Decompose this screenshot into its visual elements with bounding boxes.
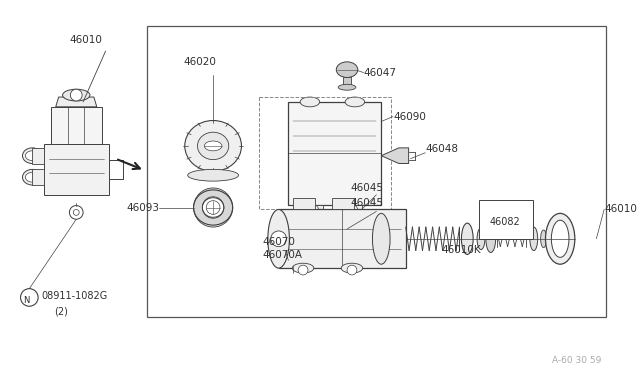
Bar (479, 200, 532, 239)
Circle shape (70, 89, 82, 101)
Text: 46010: 46010 (70, 35, 102, 45)
Bar (303, 205, 323, 216)
Text: 46082: 46082 (490, 217, 521, 227)
Text: 08911-1082G: 08911-1082G (41, 292, 108, 301)
Ellipse shape (552, 220, 569, 257)
Ellipse shape (372, 214, 390, 264)
Bar (278, 209, 406, 268)
Polygon shape (44, 144, 109, 195)
Bar (289, 102, 381, 205)
Bar (32, 169, 44, 185)
Text: 46070: 46070 (262, 237, 295, 247)
Bar (32, 148, 44, 164)
Ellipse shape (345, 97, 365, 107)
Circle shape (347, 265, 357, 275)
Ellipse shape (22, 169, 42, 185)
Bar (343, 77, 351, 87)
Ellipse shape (198, 132, 228, 160)
Ellipse shape (188, 169, 239, 181)
Polygon shape (51, 107, 102, 144)
Ellipse shape (26, 151, 39, 161)
Ellipse shape (336, 62, 358, 77)
Ellipse shape (300, 97, 319, 107)
Circle shape (271, 231, 287, 247)
Bar (293, 198, 315, 209)
Ellipse shape (204, 141, 222, 151)
Text: 46093: 46093 (126, 202, 159, 212)
Circle shape (69, 206, 83, 219)
Text: 46048: 46048 (425, 144, 458, 154)
Circle shape (74, 209, 79, 215)
Text: 46090: 46090 (393, 112, 426, 122)
Ellipse shape (339, 84, 356, 90)
Ellipse shape (530, 227, 538, 250)
Circle shape (346, 205, 358, 216)
Text: 46045: 46045 (350, 198, 383, 208)
Text: 46010: 46010 (604, 205, 637, 215)
Ellipse shape (477, 228, 485, 250)
Bar (332, 198, 354, 209)
Text: 46047: 46047 (364, 68, 397, 78)
Ellipse shape (185, 121, 241, 171)
Text: 46070A: 46070A (262, 250, 302, 260)
Ellipse shape (26, 172, 39, 182)
Ellipse shape (268, 209, 289, 268)
Bar (342, 205, 362, 216)
Text: 46010K: 46010K (442, 245, 481, 255)
Ellipse shape (461, 223, 473, 254)
Polygon shape (56, 97, 97, 107)
Ellipse shape (292, 263, 314, 273)
Ellipse shape (486, 225, 495, 253)
Ellipse shape (541, 230, 547, 248)
Text: N: N (23, 296, 29, 305)
Ellipse shape (22, 148, 42, 164)
Polygon shape (381, 148, 408, 164)
Bar (259, 97, 391, 209)
Text: 46020: 46020 (183, 57, 216, 67)
Text: (2): (2) (54, 306, 68, 316)
Wedge shape (193, 188, 233, 227)
Bar (147, 26, 606, 317)
Ellipse shape (341, 263, 363, 273)
Circle shape (298, 265, 308, 275)
Circle shape (20, 289, 38, 306)
Circle shape (307, 205, 319, 216)
Ellipse shape (545, 214, 575, 264)
Ellipse shape (63, 89, 90, 101)
Text: A-60 30 59: A-60 30 59 (552, 356, 601, 365)
Circle shape (206, 201, 220, 214)
Text: 46045: 46045 (350, 183, 383, 193)
